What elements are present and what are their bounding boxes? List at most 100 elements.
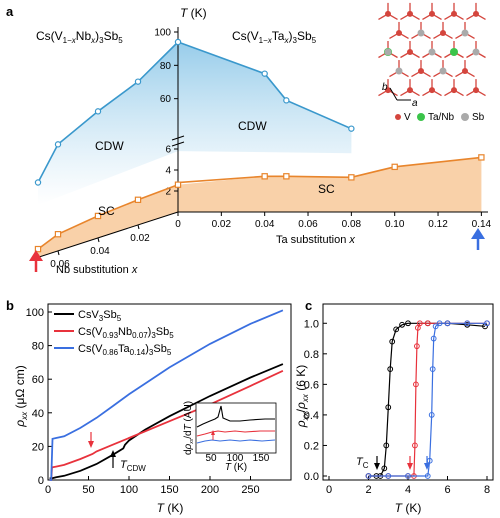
c-data-point-0	[405, 320, 411, 327]
ta-tick-label: 0.06	[298, 219, 318, 230]
lattice-v-atom	[385, 10, 391, 17]
c-x-tick-label: 6	[444, 484, 450, 496]
c-data-point-2	[424, 473, 431, 479]
c-x-tick-label: 2	[365, 484, 371, 496]
lattice-v-atom	[407, 10, 413, 17]
cdw-label-right: CDW	[238, 119, 267, 133]
inset-line-blue	[196, 439, 276, 444]
formula-left: Cs(V1−xNbx)3Sb5	[36, 29, 123, 45]
t-axis-label: T (K)	[180, 6, 207, 20]
lattice-v-atom	[418, 68, 424, 75]
legend-nb: Cs(V0.93Nb0.07)3Sb5	[78, 326, 174, 340]
inset-tick-100: 100	[227, 453, 244, 464]
inset-ylabel: dρxx/dT (AU)	[183, 401, 195, 455]
lattice-v-atom	[407, 87, 413, 94]
nb-tick-label: 0.06	[50, 259, 70, 270]
b-x-tick-label: 250	[241, 484, 259, 496]
cdw-data-point	[94, 108, 102, 115]
nb-tick-mark	[137, 224, 140, 230]
c-data-point-0	[381, 465, 388, 472]
nb-tick-mark	[97, 237, 100, 243]
lattice-sb-atom	[428, 48, 436, 56]
c-x-tick-label: 0	[326, 484, 332, 496]
lattice-v-atom	[407, 49, 413, 55]
legend-ta: Cs(V0.86Ta0.14)3Sb5	[78, 343, 172, 357]
c-series-line-1	[368, 322, 487, 477]
c-data-point-0	[383, 442, 390, 449]
c-x-tick-label: 8	[484, 484, 490, 496]
cdw-data-point	[348, 125, 355, 132]
c-data-point-1	[424, 320, 431, 327]
b-series-line-2	[49, 309, 284, 481]
legend-v-marker	[395, 114, 401, 120]
panel-a-label: a	[6, 4, 14, 19]
c-data-point-2	[365, 473, 372, 479]
lattice-v-atom	[462, 68, 468, 75]
legend-tanb: Ta/Nb	[428, 112, 455, 123]
c-data-point-2	[444, 320, 451, 327]
c-data-point-0	[389, 338, 396, 345]
nb-marker-arrow	[29, 250, 43, 272]
c-data-point-0	[393, 326, 400, 333]
panel-c-xlabel: T (K)	[395, 501, 422, 515]
c-data-point-0	[399, 321, 405, 328]
panel-b-legend: CsV3Sb5 Cs(V0.93Nb0.07)3Sb5 Cs(V0.86Ta0.…	[54, 309, 174, 357]
cdw-data-point	[134, 78, 142, 85]
formula-right: Cs(V1−xTax)3Sb5	[232, 29, 317, 45]
b-y-tick-label: 40	[32, 408, 44, 420]
c-data-point-1	[416, 320, 423, 327]
legend-sb-marker	[461, 113, 469, 121]
sc-data-point	[94, 212, 102, 220]
c-data-point-1	[413, 343, 420, 350]
cdw-line-ta	[177, 41, 352, 130]
sc-data-point	[391, 163, 398, 171]
c-y-tick-label: 1.0	[304, 318, 319, 330]
c-data-point-0	[387, 366, 394, 372]
inset-derivative: 50 100 150 T (K) dρxx/dT (AU)	[183, 401, 277, 473]
lattice-v-atom	[385, 87, 391, 94]
sc-data-point	[134, 196, 142, 203]
c-y-tick-label: 0.6	[304, 379, 319, 391]
ta-tick-label: 0.08	[342, 219, 362, 230]
lattice-dopant-atom	[450, 48, 458, 56]
c-data-point-2	[464, 320, 471, 327]
lattice-sb-atom	[417, 29, 425, 37]
b-x-tick-label: 0	[45, 484, 51, 496]
sc-data-point	[478, 154, 485, 161]
y-tick-label: 60	[160, 94, 172, 105]
inset-line-red	[196, 430, 275, 437]
panel-b-label: b	[6, 298, 14, 313]
c-data-point-2	[405, 473, 411, 479]
lattice-axes: a b	[382, 82, 418, 109]
sc-line-ta	[177, 156, 482, 184]
panel-c-label: c	[305, 298, 312, 313]
inset-tick-150: 150	[253, 453, 270, 464]
b-y-tick-label: 20	[32, 441, 44, 453]
c-data-point-2	[430, 335, 437, 342]
ta-tick-label: 0.02	[212, 219, 232, 230]
panel-b-xlabel: T (K)	[157, 501, 184, 515]
inset-line-black	[196, 405, 275, 428]
axis-break-2	[171, 141, 185, 147]
sc-data-point	[174, 181, 182, 188]
lattice-v-atom	[429, 10, 435, 17]
tc-label: TC	[356, 456, 369, 470]
b-x-tick-label: 50	[82, 484, 94, 496]
c-data-point-2	[429, 366, 436, 372]
b-y-tick-label: 80	[32, 341, 44, 353]
legend-sb: Sb	[472, 112, 485, 123]
panel-c: c 0 2 4 6 80.00.20.40.60.81.0 ρxx/ρxx (6 K) …	[294, 298, 494, 515]
lattice-sb-atom	[384, 48, 392, 56]
lattice-v-atom	[396, 29, 402, 36]
lattice-sb-atom	[439, 67, 447, 75]
y-tick-label: 6	[165, 145, 171, 156]
c-series-line-0	[368, 322, 486, 477]
ta-marker-arrow	[471, 228, 485, 250]
panel-b: b 0 50 100 150 200 250 0 20 40 60 80 100 ρxx (μΩ cm…	[6, 298, 292, 515]
lattice-axis-b: b	[382, 82, 388, 93]
legend-csv3sb5: CsV3Sb5	[78, 309, 122, 323]
sc-data-point	[34, 245, 42, 253]
ta-tick-label: 0.14	[472, 219, 492, 230]
ta-axis-label: Ta substitution x	[276, 234, 355, 246]
